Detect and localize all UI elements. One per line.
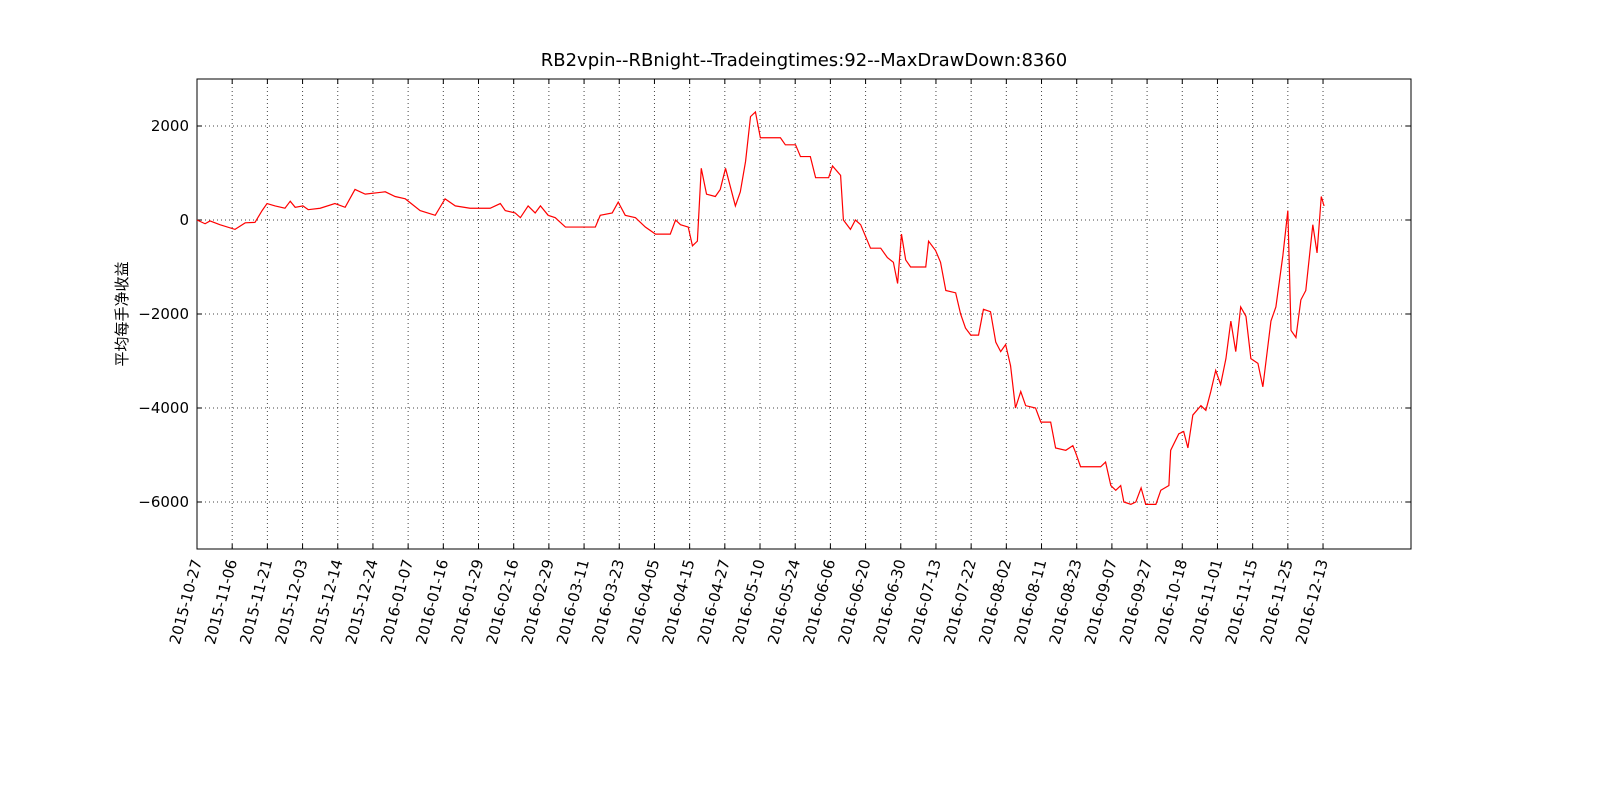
x-tick-label: 2016-03-11 bbox=[553, 557, 593, 646]
x-tick-label: 2015-12-14 bbox=[307, 557, 347, 646]
x-tick-label: 2016-03-23 bbox=[588, 557, 628, 646]
x-tick-label: 2016-02-16 bbox=[483, 557, 523, 646]
x-tick-label: 2016-05-10 bbox=[729, 557, 769, 646]
y-tick-label: 0 bbox=[179, 211, 189, 229]
x-tick-label: 2016-11-01 bbox=[1186, 557, 1226, 646]
x-tick-label: 2016-01-16 bbox=[412, 557, 452, 646]
x-tick-label: 2016-12-13 bbox=[1292, 557, 1332, 646]
x-tick-label: 2015-12-03 bbox=[271, 557, 311, 646]
x-tick-label: 2016-08-23 bbox=[1046, 557, 1086, 646]
x-tick-label: 2016-06-06 bbox=[799, 557, 839, 646]
x-tick-label: 2016-11-25 bbox=[1257, 557, 1297, 646]
y-axis-label: 平均每手净收益 bbox=[113, 261, 131, 366]
x-tick-label: 2016-08-02 bbox=[975, 557, 1015, 646]
x-tick-label: 2015-11-06 bbox=[201, 557, 241, 646]
x-tick-label: 2016-02-29 bbox=[518, 557, 558, 646]
x-tick-label: 2015-10-27 bbox=[166, 557, 206, 646]
x-tick-label: 2016-04-05 bbox=[623, 557, 663, 646]
y-tick-label: −4000 bbox=[138, 399, 189, 417]
line-series bbox=[196, 110, 1325, 505]
chart-title: RB2vpin--RBnight--Tradeingtimes:92--MaxD… bbox=[541, 50, 1068, 71]
x-tick-label: 2016-09-07 bbox=[1081, 557, 1121, 646]
x-tick-label: 2016-05-24 bbox=[764, 557, 804, 646]
x-tick-label: 2016-08-11 bbox=[1010, 557, 1050, 646]
x-tick-label: 2016-09-27 bbox=[1116, 557, 1156, 646]
y-tick-label: −6000 bbox=[138, 493, 189, 511]
x-tick-label: 2016-04-15 bbox=[659, 557, 699, 646]
x-tick-label: 2016-04-27 bbox=[694, 557, 734, 646]
plot-frame bbox=[196, 78, 1412, 550]
x-tick-label: 2015-12-24 bbox=[342, 557, 382, 646]
x-tick-label: 2016-06-20 bbox=[834, 557, 874, 646]
x-tick-label: 2015-11-21 bbox=[236, 557, 276, 646]
x-tick-label: 2016-01-29 bbox=[447, 557, 487, 646]
y-tick-label: 2000 bbox=[151, 117, 189, 135]
x-tick-label: 2016-10-18 bbox=[1151, 557, 1191, 646]
x-tick-label: 2016-07-22 bbox=[940, 557, 980, 646]
x-tick-label: 2016-11-15 bbox=[1222, 557, 1262, 646]
y-tick-label: −2000 bbox=[138, 305, 189, 323]
x-tick-label: 2016-07-13 bbox=[905, 557, 945, 646]
x-tick-label: 2016-06-30 bbox=[870, 557, 910, 646]
x-tick-label: 2016-01-07 bbox=[377, 557, 417, 646]
